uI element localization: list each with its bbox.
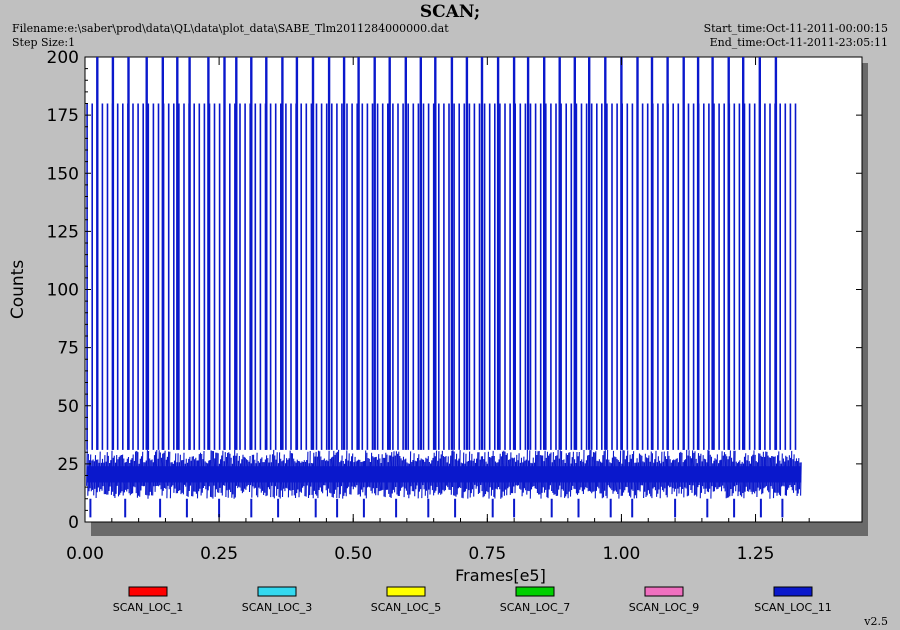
y-tick-label: 100 bbox=[47, 281, 79, 301]
legend-swatch bbox=[386, 586, 426, 597]
legend-swatch bbox=[515, 586, 555, 597]
y-tick-label: 50 bbox=[57, 397, 79, 417]
x-tick-label: 0.25 bbox=[200, 544, 238, 564]
x-tick-label: 0.75 bbox=[468, 544, 506, 564]
legend-label: SCAN_LOC_3 bbox=[242, 601, 313, 614]
chart-title: SCAN; bbox=[419, 2, 481, 22]
legend-label: SCAN_LOC_7 bbox=[500, 601, 571, 614]
end-time-label: End_time:Oct-11-2011-23:05:11 bbox=[709, 36, 888, 49]
series-scan-loc-11-core bbox=[86, 466, 802, 483]
y-axis: 0 25 50 75 100 125 150 175 200 bbox=[47, 48, 862, 533]
x-tick-label: 1.25 bbox=[737, 544, 775, 564]
file-info: Filename:e:\saber\prod\data\QL\data\plot… bbox=[12, 22, 449, 50]
y-tick-label: 125 bbox=[47, 222, 79, 242]
y-axis-label: Counts bbox=[8, 260, 28, 319]
y-tick-label: 75 bbox=[57, 339, 79, 359]
filename-label: Filename:e:\saber\prod\data\QL\data\plot… bbox=[12, 22, 449, 35]
x-axis-label: Frames[e5] bbox=[455, 566, 546, 585]
x-tick-label: 1.00 bbox=[602, 544, 640, 564]
legend-swatch bbox=[128, 586, 168, 597]
version-label: v2.5 bbox=[864, 615, 888, 628]
time-info: Start_time:Oct-11-2011-00:00:15 End_time… bbox=[704, 22, 888, 50]
x-axis: 0.00 0.25 0.50 0.75 1.00 1.25 bbox=[66, 57, 810, 564]
y-tick-label: 25 bbox=[57, 455, 79, 475]
legend-label: SCAN_LOC_9 bbox=[629, 601, 700, 614]
legend-swatch bbox=[644, 586, 684, 597]
y-tick-label: 200 bbox=[47, 48, 79, 68]
legend-label: SCAN_LOC_5 bbox=[371, 601, 442, 614]
plot-area bbox=[84, 56, 863, 523]
legend: SCAN_LOC_1 SCAN_LOC_3 SCAN_LOC_5 SCAN_LOC_7… bbox=[113, 586, 832, 614]
y-tick-label: 0 bbox=[68, 513, 79, 533]
legend-label: SCAN_LOC_11 bbox=[754, 601, 832, 614]
x-tick-label: 0.00 bbox=[66, 544, 104, 564]
series-scan-loc-11 bbox=[86, 57, 802, 518]
y-tick-label: 175 bbox=[47, 106, 79, 126]
start-time-label: Start_time:Oct-11-2011-00:00:15 bbox=[703, 22, 888, 35]
legend-label: SCAN_LOC_1 bbox=[113, 601, 184, 614]
series-scan-loc-11-valleys bbox=[89, 498, 784, 518]
step-size-label: Step Size:1 bbox=[12, 36, 76, 49]
legend-swatch bbox=[773, 586, 813, 597]
series-scan-loc-11-peaks-200 bbox=[96, 57, 778, 450]
x-tick-label: 0.50 bbox=[334, 544, 372, 564]
y-tick-label: 150 bbox=[47, 164, 79, 184]
legend-swatch bbox=[257, 586, 297, 597]
